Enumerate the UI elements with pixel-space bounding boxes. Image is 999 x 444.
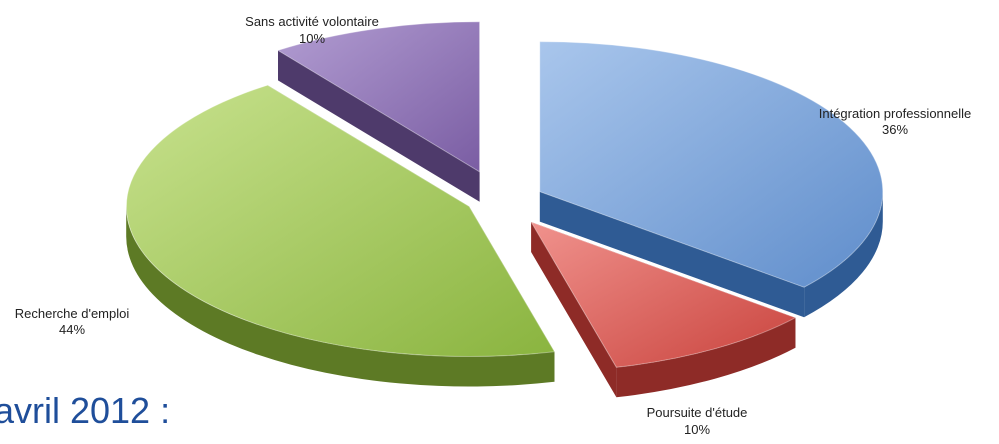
slice-value-integration: 36% (882, 122, 908, 137)
slice-recherche-side (126, 206, 555, 387)
slice-integration (539, 41, 884, 318)
caption-text: -avril 2012 : (0, 390, 171, 431)
slice-poursuite (529, 221, 797, 398)
slice-value-poursuite: 10% (684, 422, 710, 437)
slice-label-recherche: Recherche d'emploi (15, 306, 130, 321)
slice-recherche (125, 84, 556, 387)
slice-label-integration: Intégration professionnelle (819, 106, 972, 121)
slice-recherche-top (125, 84, 556, 357)
slice-sans-activite (276, 21, 481, 202)
slice-sans-activite-top (276, 21, 481, 173)
slice-label-sans-activite: Sans activité volontaire (245, 14, 379, 29)
slice-value-sans-activite: 10% (299, 31, 325, 46)
slice-integration-top (539, 41, 884, 288)
pie-labels: Intégration professionnelle 36% Poursuit… (15, 14, 972, 437)
slice-sans-activite-wall (278, 21, 480, 202)
slice-value-recherche: 44% (59, 322, 85, 337)
slice-integration-wall (539, 41, 805, 318)
slice-poursuite-side (616, 317, 796, 398)
slice-poursuite-top (529, 221, 797, 368)
slice-label-poursuite: Poursuite d'étude (647, 405, 748, 420)
slice-integration-side (804, 191, 883, 318)
pie-slices (125, 21, 884, 398)
